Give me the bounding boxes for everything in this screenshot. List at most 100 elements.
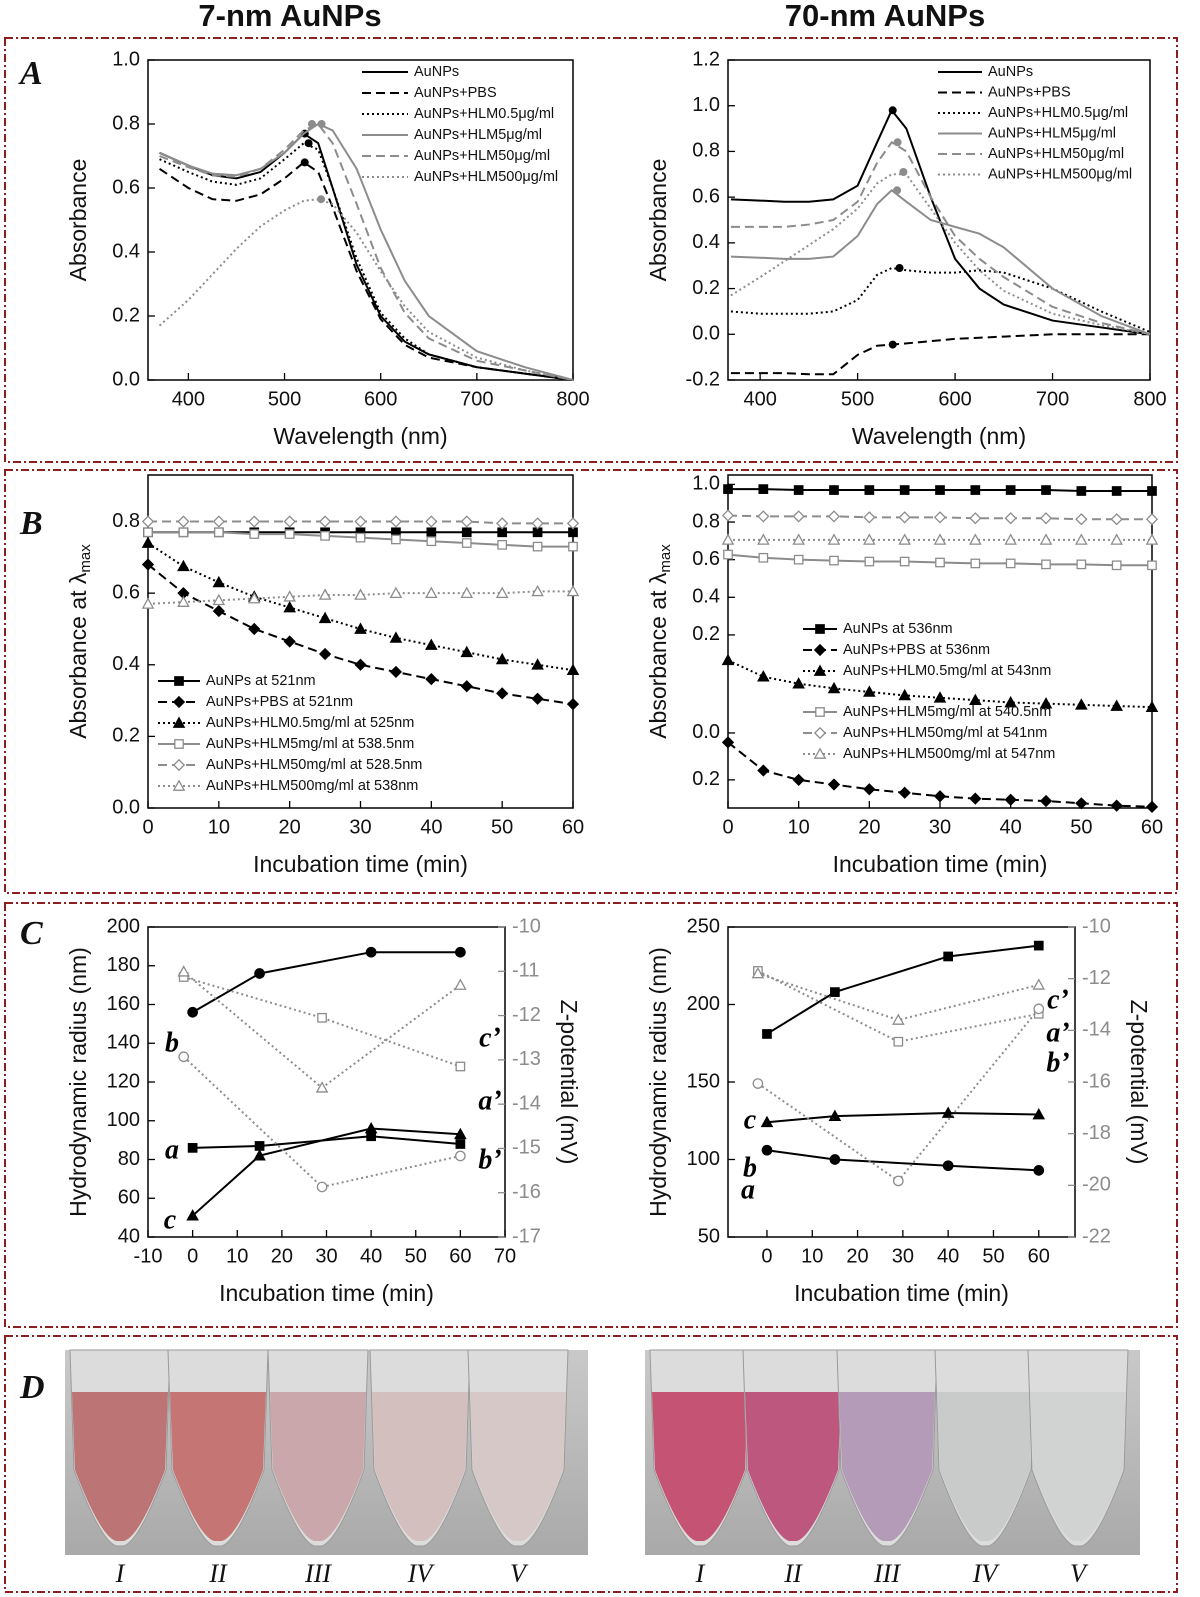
marker <box>792 510 805 523</box>
y-tick-label: 200 <box>107 915 140 937</box>
marker <box>935 557 945 568</box>
marker <box>970 558 981 569</box>
y-tick-label: 0.2 <box>112 725 140 747</box>
series-annotation: b <box>743 1152 757 1183</box>
marker <box>212 604 225 618</box>
x-tick-label: 0 <box>761 1245 772 1267</box>
column-header: 7-nm AuNPs <box>198 0 381 33</box>
tube-liquid <box>1030 1392 1126 1541</box>
marker <box>829 1154 841 1165</box>
marker <box>391 534 401 545</box>
marker <box>1033 1165 1045 1176</box>
marker <box>566 517 580 530</box>
tube-label: IV <box>407 1559 436 1588</box>
legend-label: AuNPs+HLM0.5mg/ml at 543nm <box>843 663 1051 679</box>
marker <box>1039 794 1053 808</box>
x-tick-label: 50 <box>982 1245 1004 1267</box>
marker <box>935 485 945 495</box>
series-line <box>730 108 1151 336</box>
y-tick-label: 120 <box>107 1070 140 1092</box>
marker <box>177 965 191 977</box>
x-tick-label: 20 <box>271 1245 293 1267</box>
y2-tick-label: -12 <box>512 1004 541 1026</box>
y-axis-title-text: Absorbance at λ <box>65 572 91 739</box>
tube-label: III <box>873 1559 901 1588</box>
y-tick-label: 0.4 <box>692 586 720 608</box>
peak-marker <box>899 168 908 176</box>
legend-label: AuNPs <box>414 64 459 80</box>
y-tick-label: 0.6 <box>692 548 720 570</box>
marker <box>455 946 466 958</box>
series-line <box>191 1127 461 1217</box>
x-tick-label: 40 <box>937 1245 959 1267</box>
y-tick-label: 1.2 <box>692 48 720 70</box>
tube-liquid <box>839 1392 935 1541</box>
marker <box>1147 486 1157 496</box>
y2-axis-title: Z-potential (mV) <box>1126 1000 1152 1165</box>
series-line <box>159 122 574 381</box>
x-tick-label: 60 <box>1141 816 1163 838</box>
x-tick-label: 30 <box>929 816 951 838</box>
tube-liquid <box>652 1392 748 1541</box>
marker <box>757 764 770 777</box>
marker <box>284 529 295 539</box>
x-tick-label: 500 <box>841 388 874 410</box>
y2-tick-label: -10 <box>512 915 541 937</box>
x-tick-label: 20 <box>846 1245 868 1267</box>
column-header: 70-nm AuNPs <box>785 0 985 33</box>
legend-marker <box>813 643 827 657</box>
y-tick-label: 0.8 <box>692 510 720 532</box>
panel-label: B <box>19 505 43 542</box>
x-tick-label: 40 <box>1000 816 1022 838</box>
marker <box>461 527 472 538</box>
x-tick-label: 10 <box>801 1245 823 1267</box>
tube-label: IV <box>972 1559 1001 1588</box>
series-line <box>730 173 1151 336</box>
y-axis-title-text: Absorbance <box>645 159 671 282</box>
series-annotation: c’ <box>479 1022 501 1053</box>
marker <box>141 597 155 609</box>
marker <box>212 593 226 606</box>
tube-label: III <box>304 1559 332 1588</box>
x-tick-label: 50 <box>405 1245 427 1267</box>
marker <box>318 588 332 600</box>
peak-marker <box>317 120 326 128</box>
legend-marker <box>813 664 827 676</box>
y-tick-label: 100 <box>107 1109 140 1131</box>
marker <box>253 1149 266 1161</box>
legend-label: AuNPs+PBS <box>988 84 1071 100</box>
series-annotation: a’ <box>1046 1017 1069 1048</box>
x-tick-label: 10 <box>208 816 230 838</box>
legend-label: AuNPs+HLM50mg/ml at 528.5nm <box>206 757 422 773</box>
peak-marker <box>888 106 897 115</box>
y2-axis-title: Z-potential (mV) <box>556 1000 582 1165</box>
marker <box>760 1115 774 1128</box>
marker <box>758 552 769 563</box>
marker <box>757 533 770 545</box>
marker <box>354 622 367 634</box>
y-tick-label: 180 <box>107 954 140 976</box>
y2-tick-label: -11 <box>512 960 539 982</box>
marker <box>969 512 982 525</box>
marker <box>177 595 190 607</box>
peak-marker <box>304 139 313 148</box>
x-axis-title: Wavelength (nm) <box>852 423 1026 449</box>
y-axis-title-text: Hydrodynamic radius (nm) <box>65 947 91 1217</box>
marker <box>1111 486 1122 496</box>
marker <box>1111 560 1122 571</box>
marker <box>212 515 225 528</box>
y2-tick-label: -22 <box>1082 1225 1111 1247</box>
legend-marker <box>815 624 825 634</box>
legend-label: AuNPs+HLM0.5μg/ml <box>414 106 554 122</box>
y-tick-label: 1.0 <box>112 48 140 70</box>
series-annotation: c’ <box>1047 984 1069 1015</box>
tube-label: II <box>783 1559 803 1588</box>
marker <box>531 658 544 670</box>
legend-label: AuNPs+HLM500μg/ml <box>988 166 1132 182</box>
marker <box>898 533 911 545</box>
marker <box>426 536 437 547</box>
marker <box>283 515 296 528</box>
tube-liquid <box>470 1392 566 1541</box>
y-tick-label: 0.8 <box>112 510 140 532</box>
legend-label: AuNPs+HLM5μg/ml <box>988 125 1116 141</box>
